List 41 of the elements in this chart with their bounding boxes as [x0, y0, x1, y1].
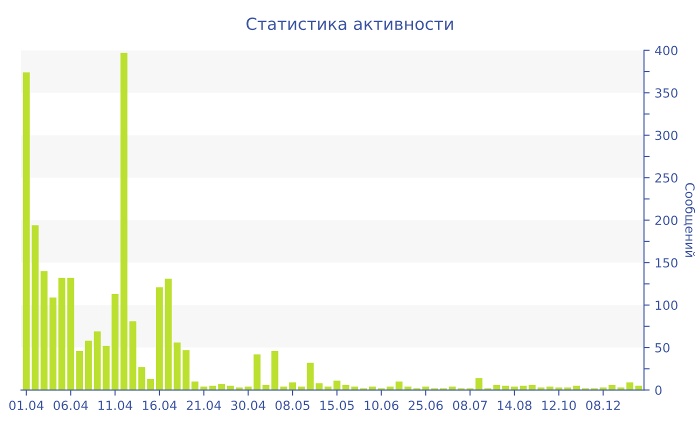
- x-tick-label: 08.07: [452, 400, 487, 410]
- x-tick-label: 10.06: [364, 400, 398, 410]
- y-tick-label: 0: [655, 385, 662, 395]
- x-tick-label: 01.04: [9, 400, 44, 410]
- y-tick-label: 250: [655, 173, 678, 183]
- y-tick-label: 350: [655, 88, 678, 98]
- y-axis-title: Сообщений: [684, 183, 696, 257]
- x-tick-label: 14.08: [498, 400, 532, 410]
- bar: [40, 271, 48, 390]
- y-tick-label: 150: [656, 258, 678, 268]
- y-tick-label: 200: [655, 216, 678, 226]
- x-tick-label: 08.05: [275, 400, 310, 410]
- x-tick-label: 06.04: [54, 400, 88, 410]
- bar: [254, 354, 261, 390]
- bar: [147, 378, 154, 390]
- x-tick-label: 30.04: [231, 400, 266, 410]
- chart-title: Статистика активности: [246, 17, 453, 30]
- x-tick-label: 12.10: [542, 400, 576, 410]
- bar: [396, 382, 403, 390]
- y-tick-label: 50: [655, 343, 670, 352]
- x-tick-label: 16.04: [142, 400, 177, 410]
- y-tick-label: 100: [656, 300, 678, 310]
- bar: [49, 297, 56, 390]
- bar: [120, 52, 128, 390]
- x-tick-label: 08.12: [586, 400, 620, 410]
- bar: [191, 382, 198, 390]
- bar: [475, 378, 482, 390]
- bar: [76, 350, 84, 390]
- x-tick-label: 25.06: [408, 400, 443, 410]
- y-tick-label: 400: [655, 46, 678, 56]
- bar: [112, 294, 119, 390]
- bar: [84, 340, 92, 390]
- bar: [156, 287, 163, 390]
- x-tick-label: 21.04: [186, 400, 222, 410]
- x-tick-label: 11.04: [98, 400, 132, 410]
- bar: [218, 384, 226, 390]
- x-tick-label: 15.05: [320, 400, 354, 410]
- bar: [333, 380, 340, 390]
- bar: [182, 350, 190, 390]
- bar: [289, 382, 296, 390]
- y-tick-label: 300: [655, 130, 678, 140]
